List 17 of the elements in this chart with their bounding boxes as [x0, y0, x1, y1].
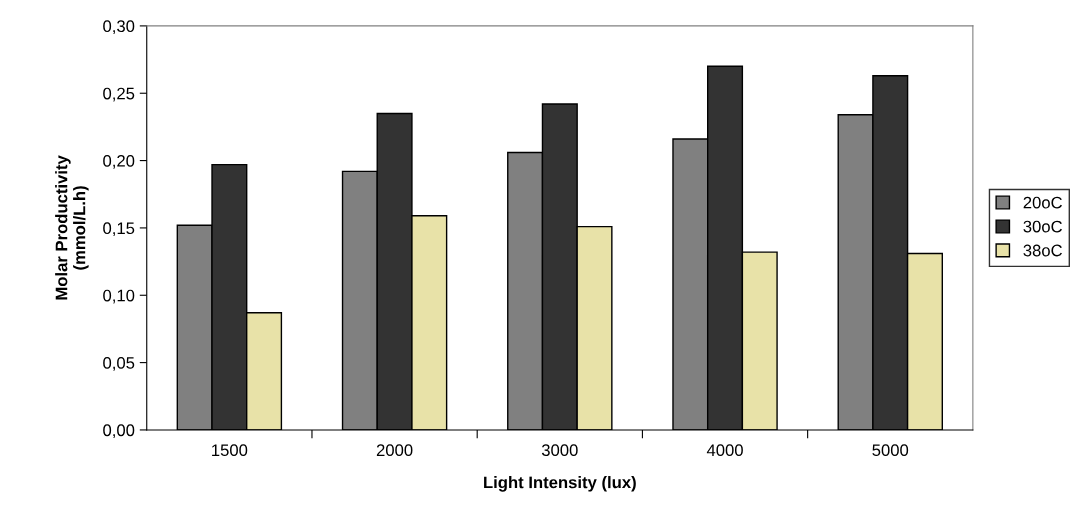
legend-label: 20oC — [1023, 196, 1062, 209]
x-tick-label: 1500 — [212, 444, 248, 457]
x-tick-label: 4000 — [706, 444, 743, 457]
x-tick-label: 5000 — [872, 444, 909, 457]
y-tick-label: 0,05 — [103, 357, 135, 371]
y-tick-label: 0,15 — [103, 222, 135, 237]
x-tick-label: 3000 — [541, 444, 578, 457]
legend-label: 30oC — [1023, 220, 1062, 233]
y-axis-title: Molar Productivity (mmol/L.h) — [55, 155, 89, 300]
x-axis-title: Light Intensity (lux) — [484, 476, 636, 492]
legend-label: 38oC — [1023, 244, 1062, 257]
y-tick-label: 0,30 — [103, 20, 135, 35]
y-tick-label: 0,25 — [103, 87, 135, 102]
x-tick-label: 2000 — [376, 444, 413, 457]
y-tick-label: 0,10 — [103, 289, 135, 304]
y-tick-label: 0,20 — [103, 154, 135, 169]
y-tick-label: 0,00 — [103, 424, 135, 439]
